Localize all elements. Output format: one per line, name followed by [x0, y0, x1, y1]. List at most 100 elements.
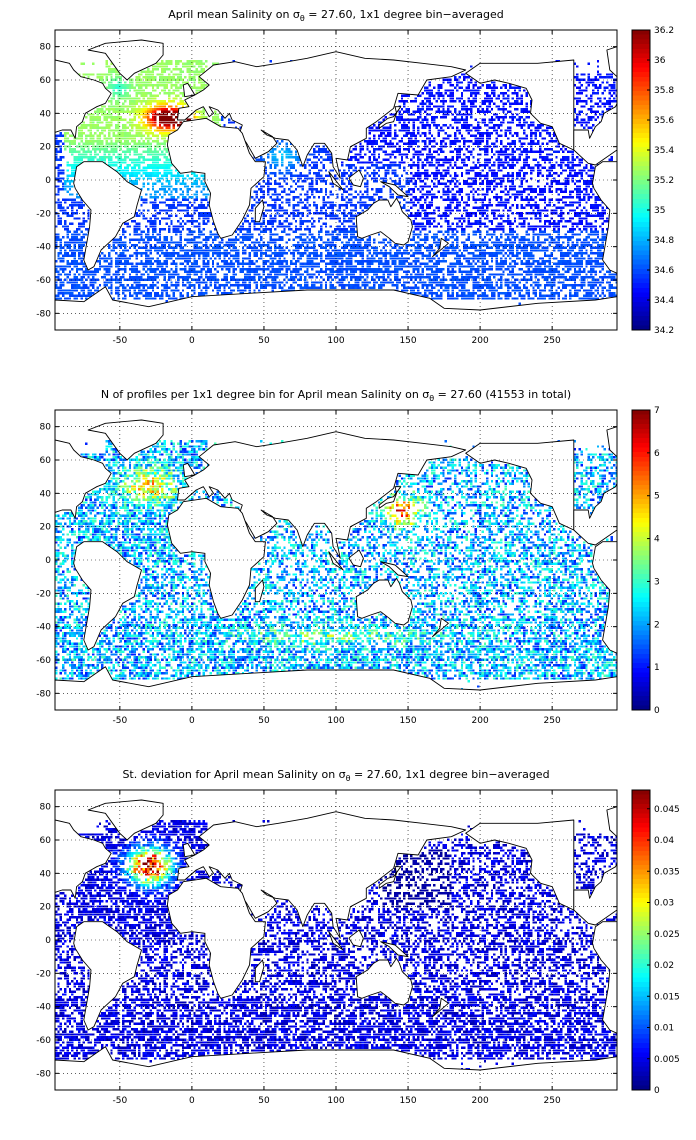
data-bin	[78, 159, 80, 161]
data-bin	[399, 148, 401, 150]
data-bin	[78, 204, 80, 206]
data-bin	[394, 244, 396, 246]
data-bin	[152, 153, 154, 155]
data-bin	[156, 292, 158, 294]
data-bin	[373, 287, 375, 289]
data-bin	[401, 175, 403, 177]
data-bin	[346, 252, 348, 254]
data-bin	[343, 247, 345, 249]
data-bin	[186, 193, 188, 195]
data-bin	[103, 135, 105, 137]
data-bin	[332, 209, 334, 211]
data-bin	[78, 284, 80, 286]
data-bin	[288, 265, 290, 267]
data-bin	[76, 204, 78, 206]
data-bin	[334, 271, 336, 273]
data-bin	[80, 247, 82, 249]
data-bin	[175, 263, 177, 265]
data-bin	[71, 148, 73, 150]
data-bin	[154, 100, 156, 102]
data-bin	[138, 81, 140, 83]
data-bin	[408, 191, 410, 193]
data-bin	[186, 204, 188, 206]
data-bin	[295, 236, 297, 238]
data-bin	[147, 108, 149, 110]
data-bin	[196, 73, 198, 75]
data-bin	[279, 260, 281, 262]
data-bin	[306, 247, 308, 249]
data-bin	[159, 132, 161, 134]
data-bin	[85, 151, 87, 153]
data-bin	[147, 273, 149, 275]
data-bin	[341, 183, 343, 185]
data-bin	[110, 151, 112, 153]
data-bin	[223, 249, 225, 251]
data-bin	[387, 167, 389, 169]
data-bin	[163, 108, 165, 110]
data-bin	[57, 223, 59, 225]
data-bin	[221, 265, 223, 267]
data-bin	[334, 287, 336, 289]
data-bin	[299, 199, 301, 201]
data-bin	[177, 276, 179, 278]
data-bin	[373, 268, 375, 270]
data-bin	[406, 201, 408, 203]
data-bin	[170, 252, 172, 254]
data-bin	[396, 183, 398, 185]
data-bin	[103, 156, 105, 158]
data-bin	[385, 172, 387, 174]
data-bin	[76, 297, 78, 299]
data-bin	[293, 175, 295, 177]
data-bin	[196, 89, 198, 91]
data-bin	[147, 268, 149, 270]
data-bin	[376, 252, 378, 254]
data-bin	[348, 199, 350, 201]
data-bin	[133, 108, 135, 110]
data-bin	[175, 111, 177, 113]
data-bin	[212, 279, 214, 281]
data-bin	[150, 124, 152, 126]
data-bin	[258, 228, 260, 230]
data-bin	[369, 167, 371, 169]
data-bin	[339, 239, 341, 241]
data-bin	[346, 236, 348, 238]
data-bin	[143, 295, 145, 297]
data-bin	[318, 175, 320, 177]
data-bin	[60, 239, 62, 241]
data-bin	[385, 127, 387, 129]
data-bin	[269, 273, 271, 275]
data-bin	[184, 252, 186, 254]
data-bin	[154, 135, 156, 137]
data-bin	[143, 199, 145, 201]
data-bin	[309, 209, 311, 211]
data-bin	[97, 124, 99, 126]
data-bin	[191, 204, 193, 206]
data-bin	[288, 201, 290, 203]
data-bin	[154, 247, 156, 249]
data-bin	[191, 172, 193, 174]
data-bin	[115, 140, 117, 142]
data-bin	[269, 231, 271, 233]
data-bin	[389, 153, 391, 155]
data-bin	[311, 247, 313, 249]
data-bin	[286, 281, 288, 283]
data-bin	[193, 220, 195, 222]
data-bin	[170, 119, 172, 121]
data-bin	[290, 287, 292, 289]
data-bin	[182, 284, 184, 286]
data-bin	[394, 263, 396, 265]
data-bin	[101, 140, 103, 142]
data-bin	[129, 164, 131, 166]
data-bin	[320, 244, 322, 246]
data-bin	[154, 196, 156, 198]
data-bin	[396, 143, 398, 145]
data-bin	[373, 151, 375, 153]
data-bin	[170, 209, 172, 211]
data-bin	[110, 164, 112, 166]
data-bin	[150, 100, 152, 102]
data-bin	[129, 255, 131, 257]
data-bin	[389, 257, 391, 259]
data-bin	[64, 145, 66, 147]
data-bin	[341, 196, 343, 198]
data-bin	[76, 217, 78, 219]
